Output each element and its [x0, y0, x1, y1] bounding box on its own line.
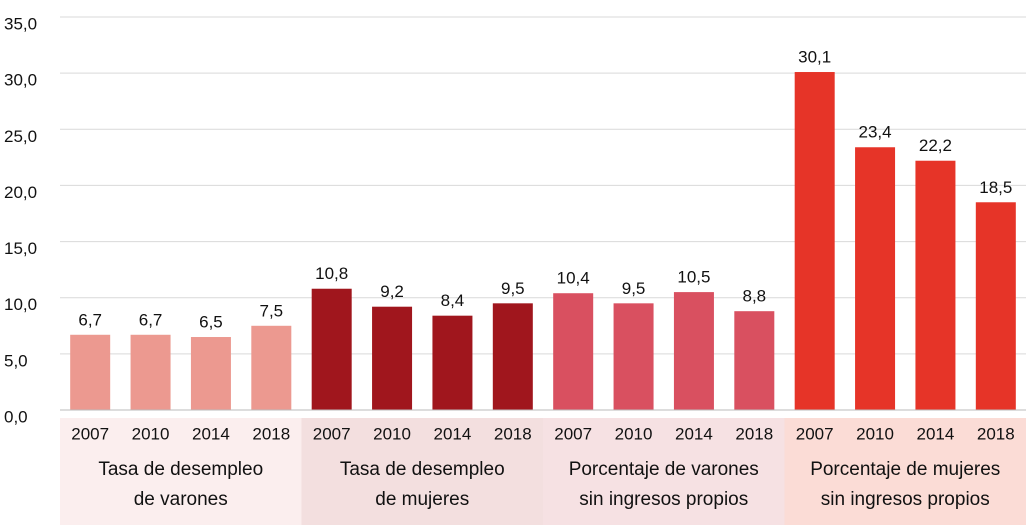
- value-label: 10,8: [315, 264, 348, 283]
- group-background: [60, 418, 302, 525]
- x-tick-label: 2007: [554, 424, 592, 443]
- value-label: 9,5: [501, 279, 525, 298]
- x-tick-label: 2014: [917, 424, 955, 443]
- y-tick-label: 15,0: [4, 239, 37, 258]
- bar: [70, 334, 111, 410]
- group-label: Tasa de desempleo de mujeres: [339, 459, 505, 510]
- y-tick-label: 10,0: [4, 295, 37, 314]
- x-tick-label: 2007: [313, 424, 351, 443]
- group-label: Porcentaje de varones sin ingresos propi…: [568, 459, 759, 510]
- value-label: 23,4: [859, 123, 892, 142]
- x-tick-label: 2018: [735, 424, 773, 443]
- bar: [794, 72, 835, 411]
- value-label: 6,7: [139, 310, 163, 329]
- y-tick-label: 0,0: [4, 407, 28, 426]
- value-label: 30,1: [798, 48, 831, 67]
- x-tick-label: 2007: [796, 424, 834, 443]
- bar: [734, 311, 775, 410]
- y-tick-label: 25,0: [4, 127, 37, 146]
- value-label: 9,5: [622, 279, 646, 298]
- bar: [613, 303, 654, 410]
- y-tick-label: 35,0: [4, 14, 37, 33]
- value-label: 6,5: [199, 312, 223, 331]
- x-tick-label: 2018: [494, 424, 532, 443]
- bar: [492, 303, 533, 410]
- x-tick-label: 2014: [434, 424, 472, 443]
- group-background: [301, 418, 543, 525]
- x-tick-label: 2010: [373, 424, 411, 443]
- value-label: 10,4: [557, 269, 590, 288]
- bar: [915, 160, 956, 410]
- group-background: [784, 418, 1026, 525]
- y-tick-label: 20,0: [4, 183, 37, 202]
- value-label: 18,5: [979, 178, 1012, 197]
- x-tick-label: 2010: [132, 424, 170, 443]
- bar: [190, 337, 231, 410]
- x-tick-label: 2010: [615, 424, 653, 443]
- y-tick-label: 5,0: [4, 351, 28, 370]
- bar: [311, 288, 352, 410]
- group-background: [543, 418, 785, 525]
- value-label: 10,5: [677, 268, 710, 287]
- group-label: Porcentaje de mujeres sin ingresos propi…: [810, 459, 1001, 510]
- value-label: 8,8: [742, 287, 766, 306]
- bar: [432, 315, 473, 410]
- bar: [673, 292, 714, 410]
- x-tick-label: 2014: [192, 424, 230, 443]
- bar: [130, 334, 171, 410]
- x-tick-label: 2018: [977, 424, 1015, 443]
- x-tick-label: 2007: [71, 424, 109, 443]
- value-label: 7,5: [259, 301, 283, 320]
- bar: [372, 306, 413, 410]
- y-tick-label: 30,0: [4, 71, 37, 90]
- x-tick-label: 2010: [856, 424, 894, 443]
- x-tick-label: 2018: [252, 424, 290, 443]
- x-tick-label: 2014: [675, 424, 713, 443]
- value-label: 6,7: [78, 310, 102, 329]
- value-label: 8,4: [441, 291, 465, 310]
- bar: [855, 147, 896, 410]
- group-label: Tasa de desempleo de varones: [98, 459, 264, 510]
- bar: [251, 325, 292, 410]
- value-label: 9,2: [380, 282, 404, 301]
- bar: [975, 202, 1016, 410]
- value-label: 22,2: [919, 136, 952, 155]
- bar: [553, 293, 594, 410]
